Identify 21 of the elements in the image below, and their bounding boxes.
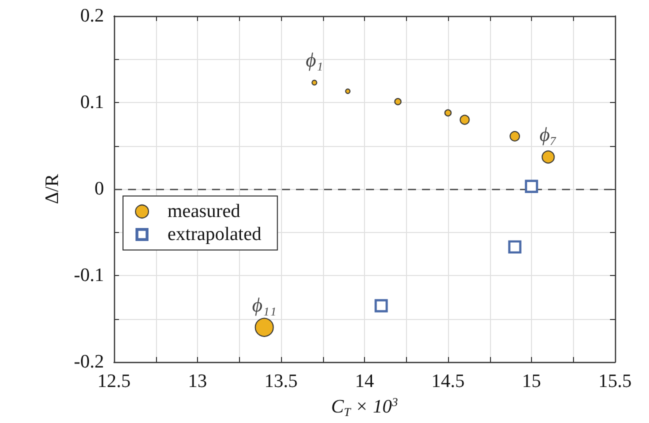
x-tick-label: 14	[355, 371, 374, 392]
y-tick-label: 0.1	[80, 92, 104, 113]
y-tick-label: -0.2	[74, 352, 104, 372]
y-tick-label: 0.2	[80, 6, 104, 26]
y-tick-label: -0.1	[74, 265, 104, 286]
annotation: ϕ₇	[540, 124, 557, 146]
annotation: ϕ₁₁	[252, 294, 276, 316]
x-tick-label: 15	[522, 371, 541, 392]
x-tick-label: 12.5	[97, 371, 131, 392]
point	[374, 299, 388, 312]
point	[524, 180, 538, 194]
x-tick-label: 13.5	[264, 371, 298, 392]
y-tick-label: 0	[94, 178, 104, 200]
annotation: ϕ₁	[306, 50, 324, 72]
point	[508, 240, 522, 254]
legend-label: extrapolated	[168, 224, 262, 245]
x-tick-label: 15.5	[598, 371, 632, 392]
x-tick-label: 13	[188, 371, 207, 392]
x-tick-label: 14.5	[431, 371, 465, 392]
y-axis-title: Δ/R	[42, 174, 63, 204]
legend-label: measured	[168, 201, 241, 222]
